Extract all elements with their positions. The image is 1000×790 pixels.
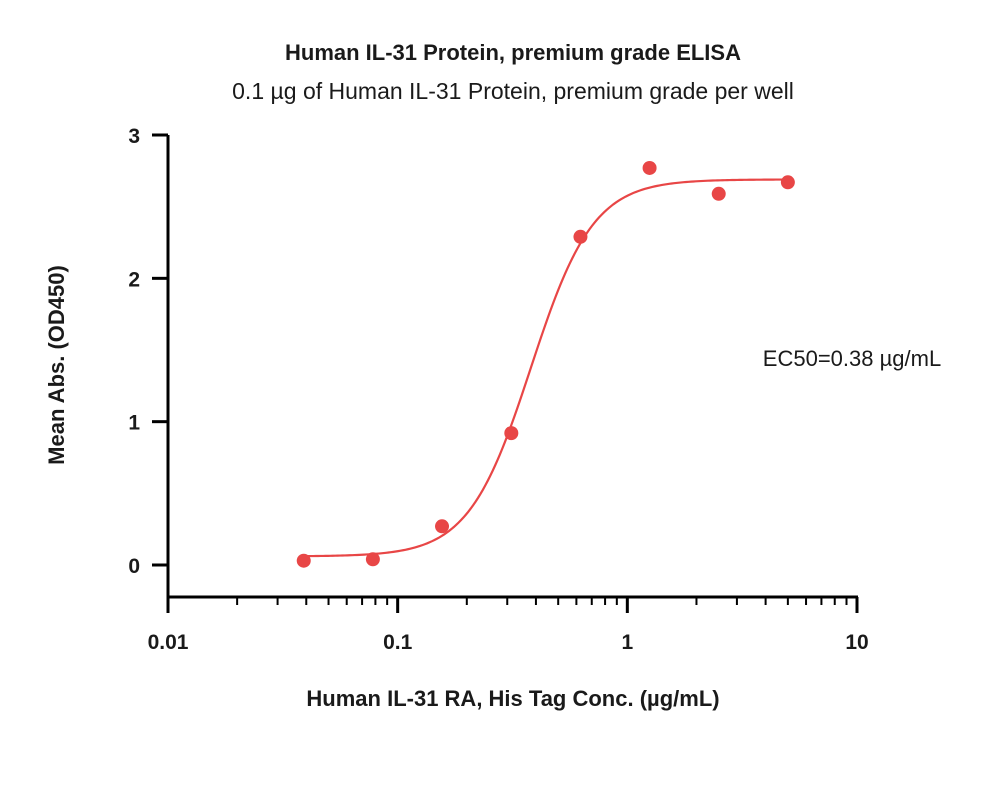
x-axis-label: Human IL-31 RA, His Tag Conc. (µg/mL) — [306, 686, 719, 711]
data-point — [365, 552, 380, 567]
y-tick-label: 0 — [128, 555, 140, 578]
data-point — [435, 519, 450, 534]
axes — [166, 135, 858, 599]
fit-curve — [303, 178, 788, 558]
chart-subtitle: 0.1 µg of Human IL-31 Protein, premium g… — [232, 78, 794, 104]
y-tick-label: 2 — [128, 268, 140, 291]
x-tick-label: 0.1 — [383, 631, 413, 654]
y-tick-label: 3 — [128, 125, 140, 148]
x-tick-label: 1 — [621, 631, 633, 654]
chart-title: Human IL-31 Protein, premium grade ELISA — [285, 40, 741, 65]
data-point — [573, 229, 588, 244]
data-point — [711, 186, 726, 201]
ec50-annotation: EC50=0.38 µg/mL — [763, 346, 941, 371]
data-point — [504, 426, 519, 441]
tick-marks: 0 1 2 3 0.01 0.1 1 10 — [128, 125, 868, 654]
data-point — [780, 175, 795, 190]
x-tick-label: 10 — [845, 631, 868, 654]
x-tick-label: 0.01 — [148, 631, 189, 654]
y-axis-label: Mean Abs. (OD450) — [44, 265, 69, 465]
data-point — [642, 160, 657, 175]
data-points — [296, 160, 795, 568]
data-point — [296, 553, 311, 568]
y-tick-label: 1 — [128, 412, 140, 435]
